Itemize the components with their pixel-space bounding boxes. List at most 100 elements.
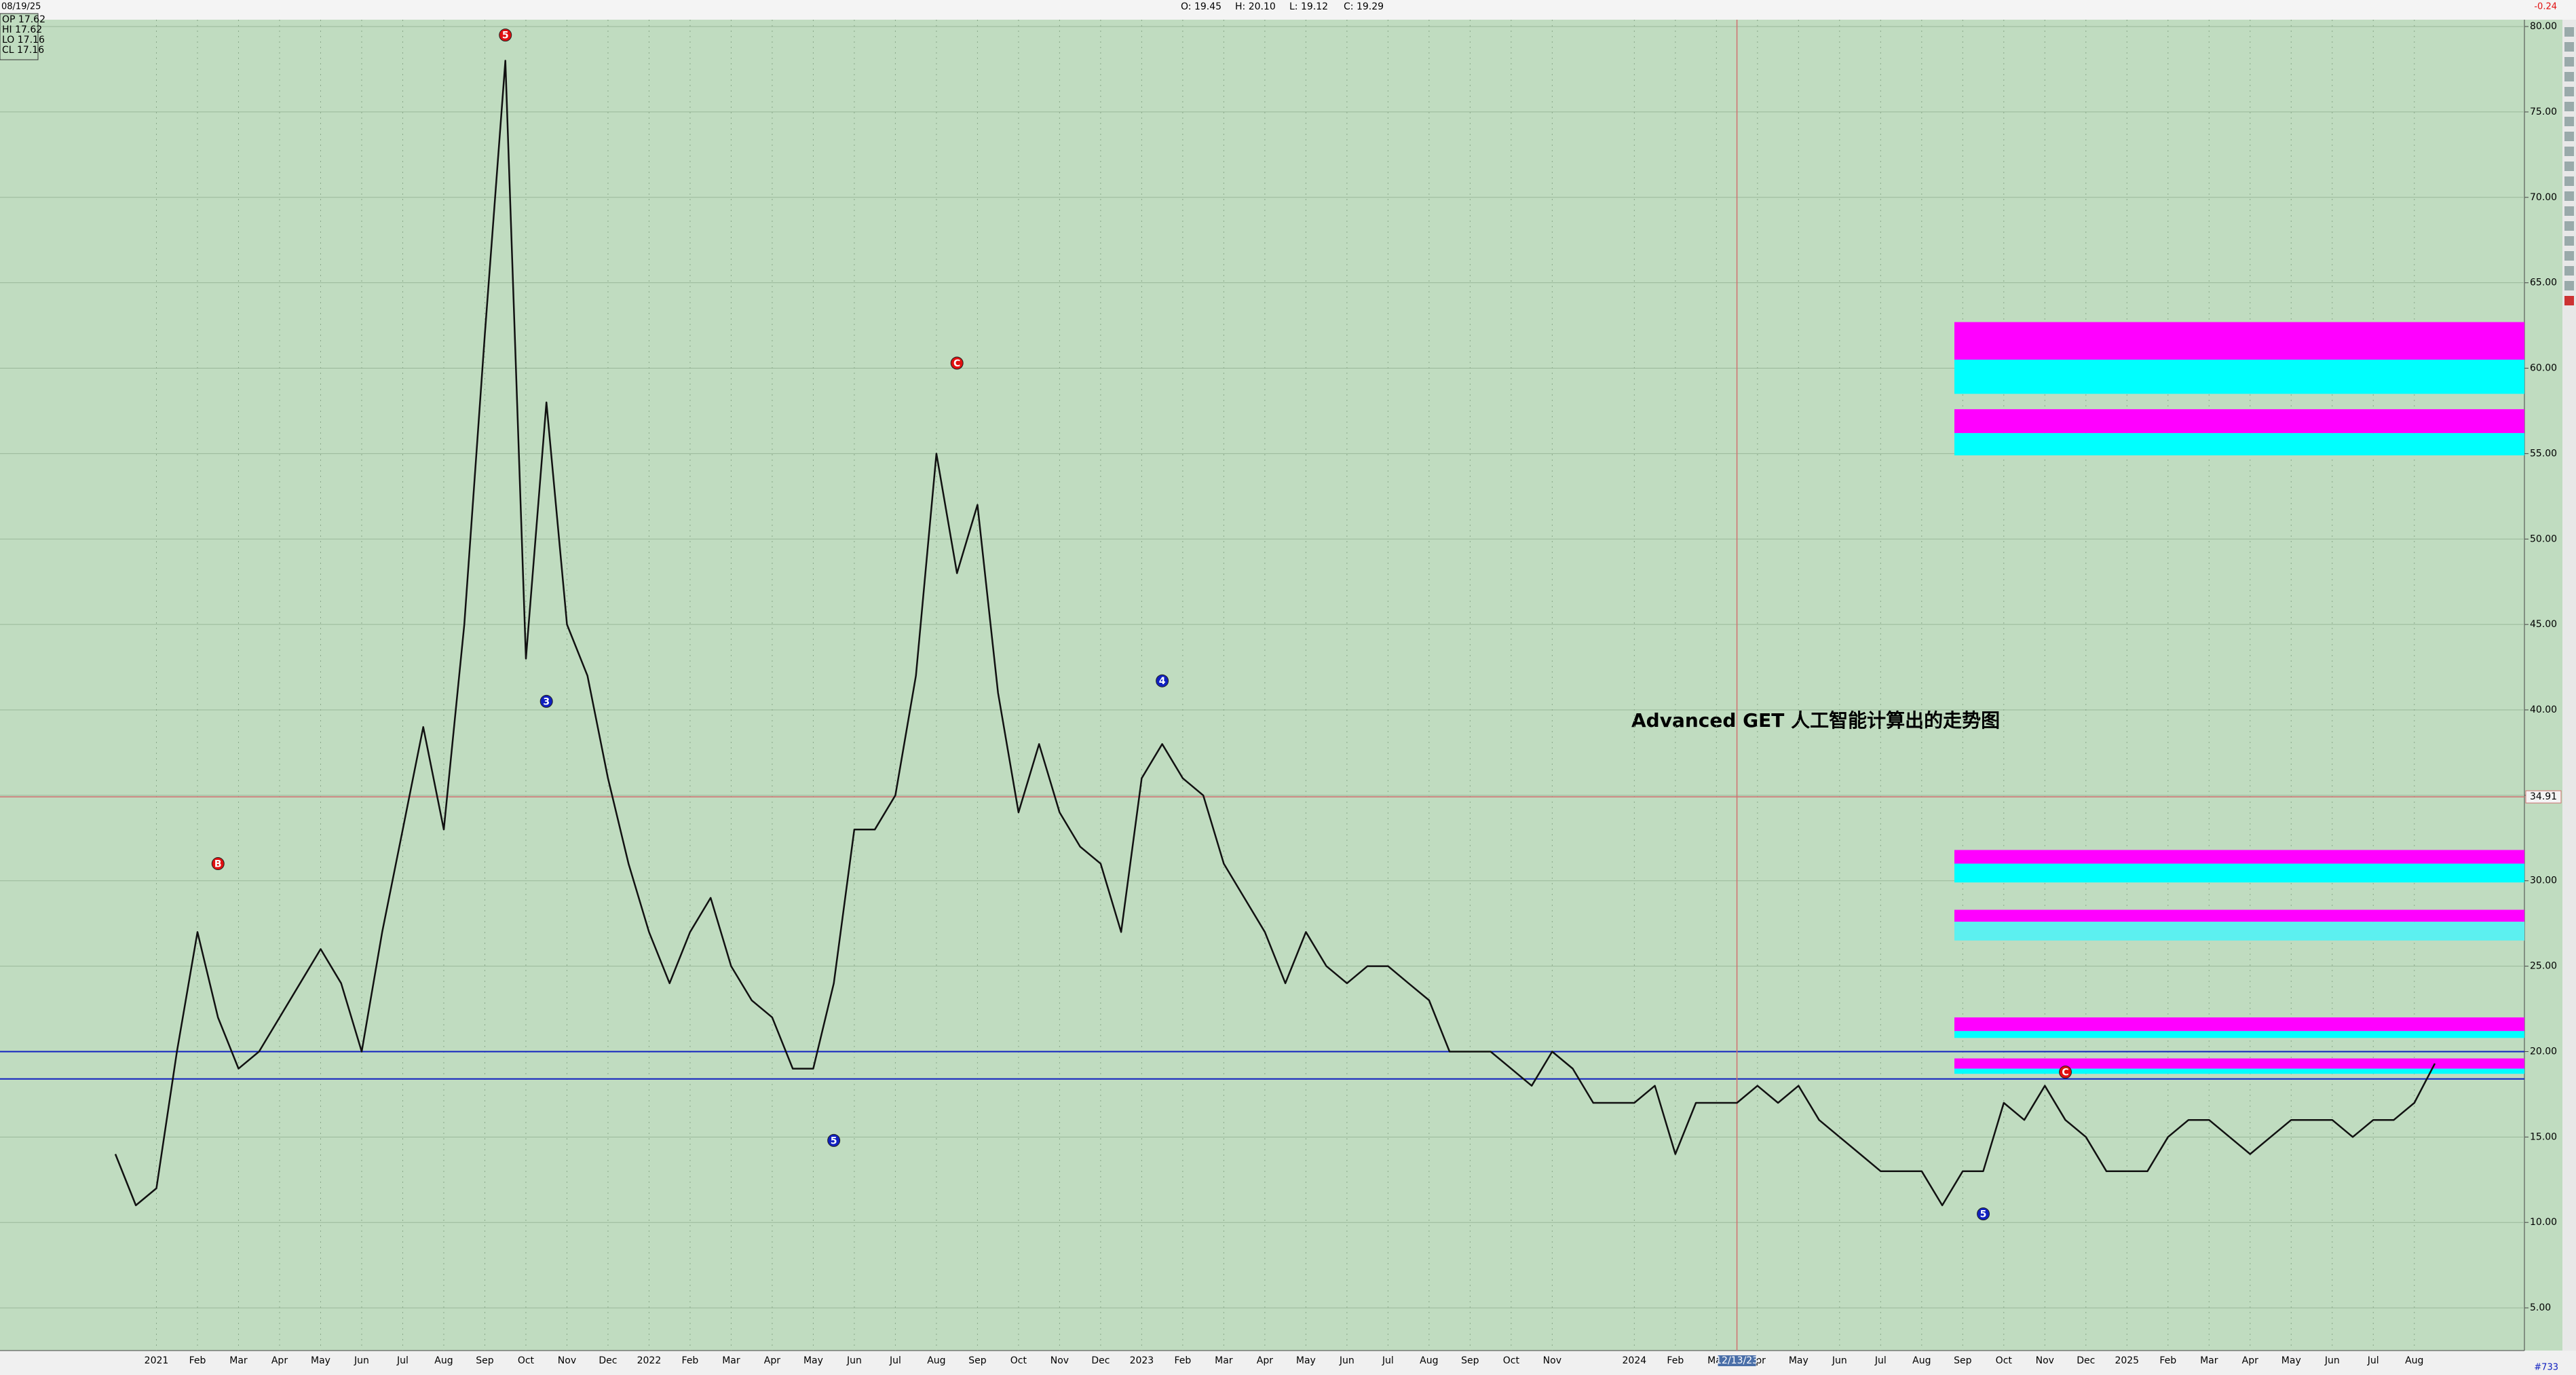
x-tick-label: Sep — [1954, 1355, 1972, 1366]
x-tick-label: Jul — [396, 1355, 409, 1366]
x-tick-label: Dec — [599, 1355, 617, 1366]
target-zone — [1954, 850, 2524, 864]
tool-icon[interactable] — [2564, 191, 2574, 201]
tool-icon[interactable] — [2564, 221, 2574, 231]
x-tick-label: Apr — [2242, 1355, 2258, 1366]
target-zone — [1954, 433, 2524, 455]
x-tick-label: Feb — [189, 1355, 206, 1366]
x-tick-label: 2022 — [637, 1355, 662, 1366]
x-tick-label: Sep — [1461, 1355, 1479, 1366]
x-tick-label: Nov — [2036, 1355, 2054, 1366]
x-tick-label: Jul — [1382, 1355, 1394, 1366]
target-zone — [1954, 922, 2524, 941]
x-tick-label: May — [803, 1355, 823, 1366]
wave-marker — [2059, 1066, 2072, 1079]
y-tick-label: 30.00 — [2530, 875, 2557, 886]
y-tick-label: 50.00 — [2530, 533, 2557, 544]
tool-icon[interactable] — [2564, 147, 2574, 156]
tool-icon[interactable] — [2564, 117, 2574, 126]
summary-box — [0, 13, 39, 60]
wave-marker — [1156, 674, 1169, 688]
y-tick-label: 80.00 — [2530, 21, 2557, 32]
y-tick-label: 5.00 — [2530, 1302, 2551, 1313]
tool-icon[interactable] — [2564, 42, 2574, 52]
x-tick-label: 2024 — [1623, 1355, 1647, 1366]
cursor-label: 12/13/23 — [1716, 1355, 1758, 1366]
y-tick-label: 65.00 — [2530, 278, 2557, 288]
summary-label: LO 17.16 — [2, 35, 45, 45]
tool-icon[interactable] — [2564, 251, 2574, 261]
x-tick-label: May — [1789, 1355, 1808, 1366]
x-tick-label: Dec — [2077, 1355, 2095, 1366]
x-tick-label: Nov — [1543, 1355, 1561, 1366]
y-tick-label: 10.00 — [2530, 1217, 2557, 1228]
x-tick-label: Jun — [846, 1355, 862, 1366]
tool-icon[interactable] — [2564, 57, 2574, 67]
toolbar — [2562, 20, 2576, 1351]
summary-label: HI 17.62 — [2, 24, 42, 35]
toolbar-bg — [2562, 20, 2576, 1351]
tool-icon[interactable] — [2564, 102, 2574, 111]
tool-icon[interactable] — [2564, 206, 2574, 216]
x-tick-label: Sep — [476, 1355, 494, 1366]
tool-icon[interactable] — [2564, 281, 2574, 290]
axis-area — [2524, 20, 2562, 1351]
target-zone — [1954, 1031, 2524, 1038]
target-zone — [1954, 1017, 2524, 1032]
tool-icon[interactable] — [2564, 27, 2574, 37]
ohlc-label: O: 19.45 — [1181, 1, 1221, 12]
y-tick-label: 45.00 — [2530, 619, 2557, 630]
tool-icon[interactable] — [2564, 72, 2574, 81]
tool-icon[interactable] — [2564, 132, 2574, 141]
wave-marker — [950, 356, 964, 370]
plot-area — [0, 20, 2524, 1351]
x-tick-label: Aug — [927, 1355, 945, 1366]
price-tag — [2525, 790, 2562, 804]
x-tick-label: Nov — [558, 1355, 576, 1366]
x-tick-label: Mar — [2200, 1355, 2218, 1366]
target-zone — [1954, 322, 2524, 360]
x-tick-label: Aug — [1912, 1355, 1931, 1366]
x-tick-label: Oct — [1996, 1355, 2013, 1366]
x-tick-label: Jun — [1832, 1355, 1847, 1366]
target-zone — [1954, 1058, 2524, 1069]
tool-icon[interactable] — [2564, 162, 2574, 171]
ohlc-label: L: 19.12 — [1289, 1, 1328, 12]
x-tick-label: Aug — [1420, 1355, 1438, 1366]
wave-marker — [1977, 1207, 1990, 1221]
date-label: 08/19/25 — [1, 2, 41, 12]
x-tick-label: Feb — [682, 1355, 699, 1366]
x-tick-label: May — [311, 1355, 330, 1366]
x-tick-label: Mar — [229, 1355, 248, 1366]
x-tick-label: Feb — [1174, 1355, 1191, 1366]
tool-icon[interactable] — [2564, 266, 2574, 276]
y-tick-label: 40.00 — [2530, 704, 2557, 715]
x-tick-label: Jun — [1339, 1355, 1355, 1366]
footer-label: #733 — [2534, 1363, 2558, 1373]
summary-label: CL 17.16 — [2, 45, 44, 56]
x-tick-label: 2023 — [1130, 1355, 1154, 1366]
x-tick-label: Sep — [968, 1355, 987, 1366]
tool-icon[interactable] — [2564, 176, 2574, 186]
tool-icon[interactable] — [2564, 296, 2574, 305]
x-tick-label: Apr — [764, 1355, 780, 1366]
ohlc-label: H: 20.10 — [1235, 1, 1276, 12]
x-tick-label: 2021 — [145, 1355, 169, 1366]
x-tick-label: Nov — [1050, 1355, 1069, 1366]
chart-title: Advanced GET 人工智能计算出的走势图 — [1631, 709, 2000, 732]
ohlc-label: C: 19.29 — [1344, 1, 1384, 12]
cursor-tag — [1718, 1355, 1756, 1366]
y-tick-label: 15.00 — [2530, 1131, 2557, 1142]
wave-label: 5 — [502, 31, 509, 41]
x-tick-label: Apr — [271, 1355, 288, 1366]
wave-marker — [211, 857, 225, 871]
y-tick-label: 20.00 — [2530, 1046, 2557, 1057]
x-tick-label: 2025 — [2115, 1355, 2139, 1366]
wave-label: 5 — [831, 1135, 837, 1146]
x-tick-label: Jun — [2324, 1355, 2340, 1366]
x-tick-label: Jul — [2367, 1355, 2379, 1366]
tool-icon[interactable] — [2564, 236, 2574, 246]
wave-label: C — [2062, 1068, 2068, 1078]
tool-icon[interactable] — [2564, 87, 2574, 96]
